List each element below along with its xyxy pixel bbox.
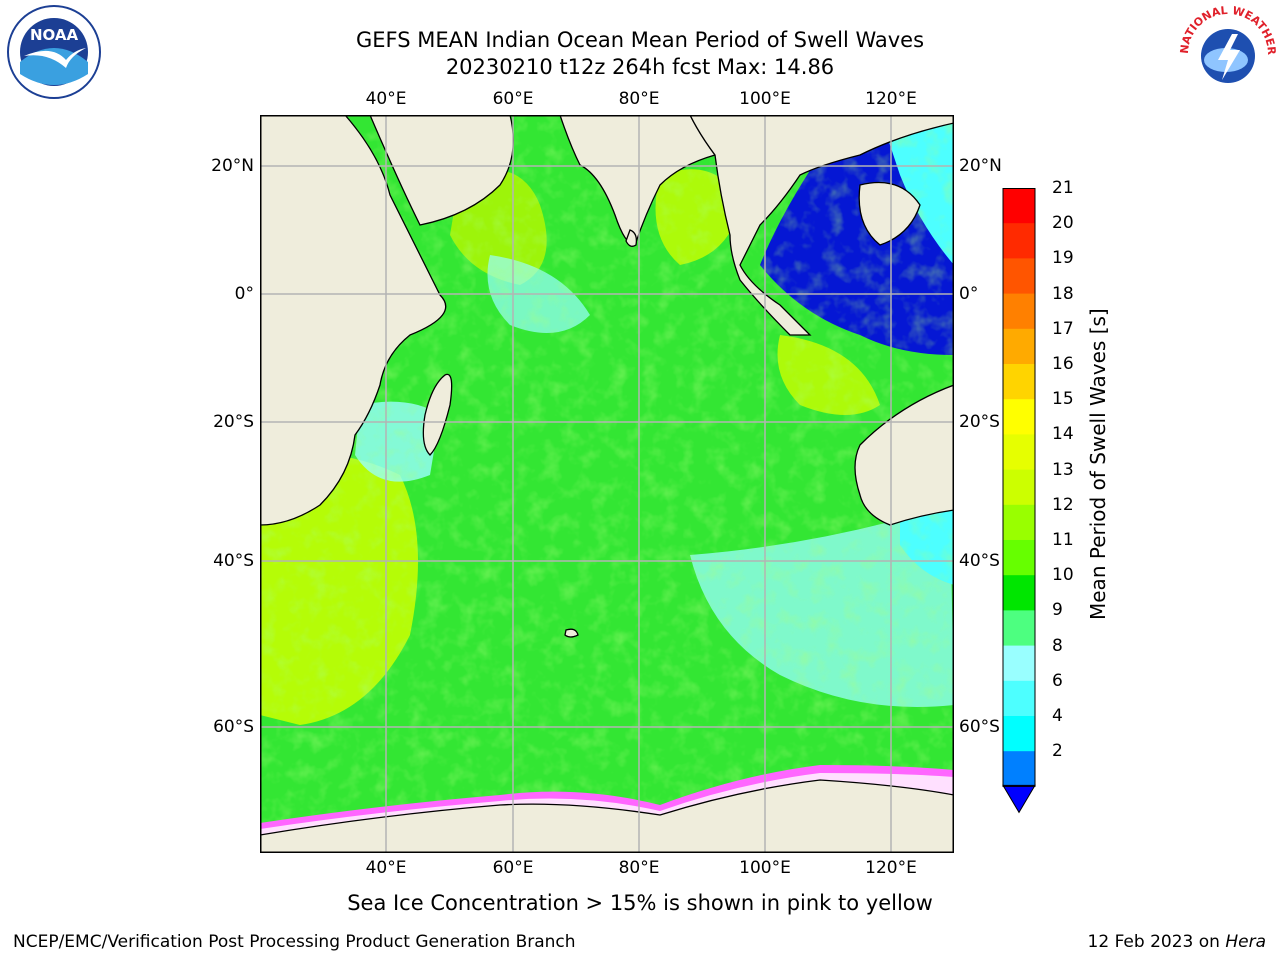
colorbar-swatches bbox=[1002, 188, 1036, 814]
colorbar-under-arrow bbox=[1002, 784, 1036, 814]
footer-left: NCEP/EMC/Verification Post Processing Pr… bbox=[13, 932, 576, 952]
title-line-2: 20230210 t12z 264h fcst Max: 14.86 bbox=[445, 55, 835, 79]
noaa-logo: NOAA bbox=[4, 4, 104, 100]
chart-title: GEFS MEAN Indian Ocean Mean Period of Sw… bbox=[0, 27, 1280, 81]
colorbar-swatch bbox=[1003, 751, 1035, 787]
colorbar-swatch bbox=[1003, 223, 1035, 259]
lat-tick-left: 20°S bbox=[213, 412, 254, 432]
map-frame bbox=[260, 115, 954, 853]
colorbar-swatch bbox=[1003, 645, 1035, 682]
land-australia bbox=[854, 384, 954, 526]
title-line-1: GEFS MEAN Indian Ocean Mean Period of Sw… bbox=[355, 28, 925, 52]
land-borneo bbox=[858, 181, 921, 246]
graticule bbox=[260, 115, 954, 853]
colorbar-swatch bbox=[1003, 399, 1035, 435]
colorbar-swatch bbox=[1003, 188, 1035, 224]
land-kerguelen bbox=[564, 628, 579, 638]
colorbar-swatch bbox=[1003, 328, 1035, 365]
colorbar-tick-label: 16 bbox=[1052, 354, 1074, 374]
sea-ice-caption: Sea Ice Concentration > 15% is shown in … bbox=[347, 891, 933, 915]
colorbar-tick-label: 14 bbox=[1052, 424, 1074, 445]
colorbar-swatch bbox=[1003, 363, 1035, 400]
land-sri-lanka bbox=[625, 229, 638, 247]
lon-tick-bottom: 40°E bbox=[365, 858, 407, 878]
map-panel bbox=[260, 115, 954, 853]
lon-tick-top: 80°E bbox=[618, 89, 660, 109]
lat-tick-left: 60°S bbox=[213, 717, 254, 737]
footer-date: 12 Feb 2023 on bbox=[1087, 932, 1226, 952]
lat-tick-right: 40°S bbox=[959, 551, 1000, 571]
lon-tick-bottom: 120°E bbox=[865, 858, 917, 878]
nws-logo: NATIONAL WEATHER SERVICE bbox=[1174, 0, 1278, 100]
lat-tick-left: 0° bbox=[234, 284, 254, 304]
colorbar-tick-label: 18 bbox=[1052, 283, 1074, 304]
colorbar-tick-label: 2 bbox=[1052, 741, 1063, 762]
colorbar-tick-label: 11 bbox=[1052, 530, 1074, 550]
colorbar-tick-label: 15 bbox=[1052, 389, 1074, 410]
land-southeast-asia bbox=[689, 115, 954, 336]
colorbar-tick-label: 17 bbox=[1052, 318, 1074, 339]
noaa-logo-text: NOAA bbox=[30, 26, 79, 44]
colorbar-tick-label: 8 bbox=[1052, 635, 1063, 656]
lat-tick-right: 20°N bbox=[959, 156, 1002, 176]
colorbar bbox=[1002, 188, 1036, 814]
colorbar-swatch bbox=[1003, 434, 1035, 471]
lat-tick-right: 60°S bbox=[959, 717, 1000, 737]
lon-tick-top: 40°E bbox=[365, 89, 407, 109]
lat-tick-right: 0° bbox=[959, 284, 979, 304]
colorbar-tick-label: 21 bbox=[1052, 178, 1074, 198]
colorbar-swatch bbox=[1003, 469, 1035, 506]
colorbar-swatch bbox=[1003, 680, 1035, 717]
colorbar-frame bbox=[1002, 188, 1036, 787]
colorbar-swatch bbox=[1003, 610, 1035, 647]
colorbar-swatch bbox=[1003, 258, 1035, 295]
footer-host: Hera bbox=[1225, 932, 1266, 952]
colorbar-swatch bbox=[1003, 293, 1035, 330]
land-madagascar bbox=[422, 373, 453, 456]
colorbar-tick-label: 19 bbox=[1052, 248, 1074, 269]
colorbar-tick-label: 6 bbox=[1052, 670, 1063, 691]
lon-tick-bottom: 80°E bbox=[618, 858, 660, 878]
colorbar-tick-label: 4 bbox=[1052, 706, 1063, 726]
lon-tick-top: 60°E bbox=[492, 89, 534, 109]
lat-tick-left: 40°S bbox=[213, 551, 254, 571]
colorbar-swatch bbox=[1003, 575, 1035, 611]
colorbar-swatch bbox=[1003, 539, 1035, 576]
colorbar-label: Mean Period of Swell Waves [s] bbox=[1086, 308, 1110, 620]
colorbar-tick-label: 20 bbox=[1052, 213, 1074, 234]
lat-tick-right: 20°S bbox=[959, 412, 1000, 432]
lon-tick-top: 120°E bbox=[865, 89, 917, 109]
colorbar-tick-label: 9 bbox=[1052, 600, 1063, 621]
lon-tick-bottom: 60°E bbox=[492, 858, 534, 878]
lon-tick-top: 100°E bbox=[739, 89, 791, 109]
colorbar-tick-label: 10 bbox=[1052, 565, 1074, 586]
footer-right: 12 Feb 2023 on Hera bbox=[1088, 932, 1266, 952]
lat-tick-left: 20°N bbox=[211, 156, 254, 176]
colorbar-tick-label: 13 bbox=[1052, 459, 1074, 480]
colorbar-swatch bbox=[1003, 504, 1035, 541]
colorbar-tick-label: 12 bbox=[1052, 494, 1074, 515]
map-canvas bbox=[260, 115, 954, 853]
colorbar-swatch bbox=[1003, 715, 1035, 752]
land-antarctica bbox=[260, 779, 954, 853]
lon-tick-bottom: 100°E bbox=[739, 858, 791, 878]
